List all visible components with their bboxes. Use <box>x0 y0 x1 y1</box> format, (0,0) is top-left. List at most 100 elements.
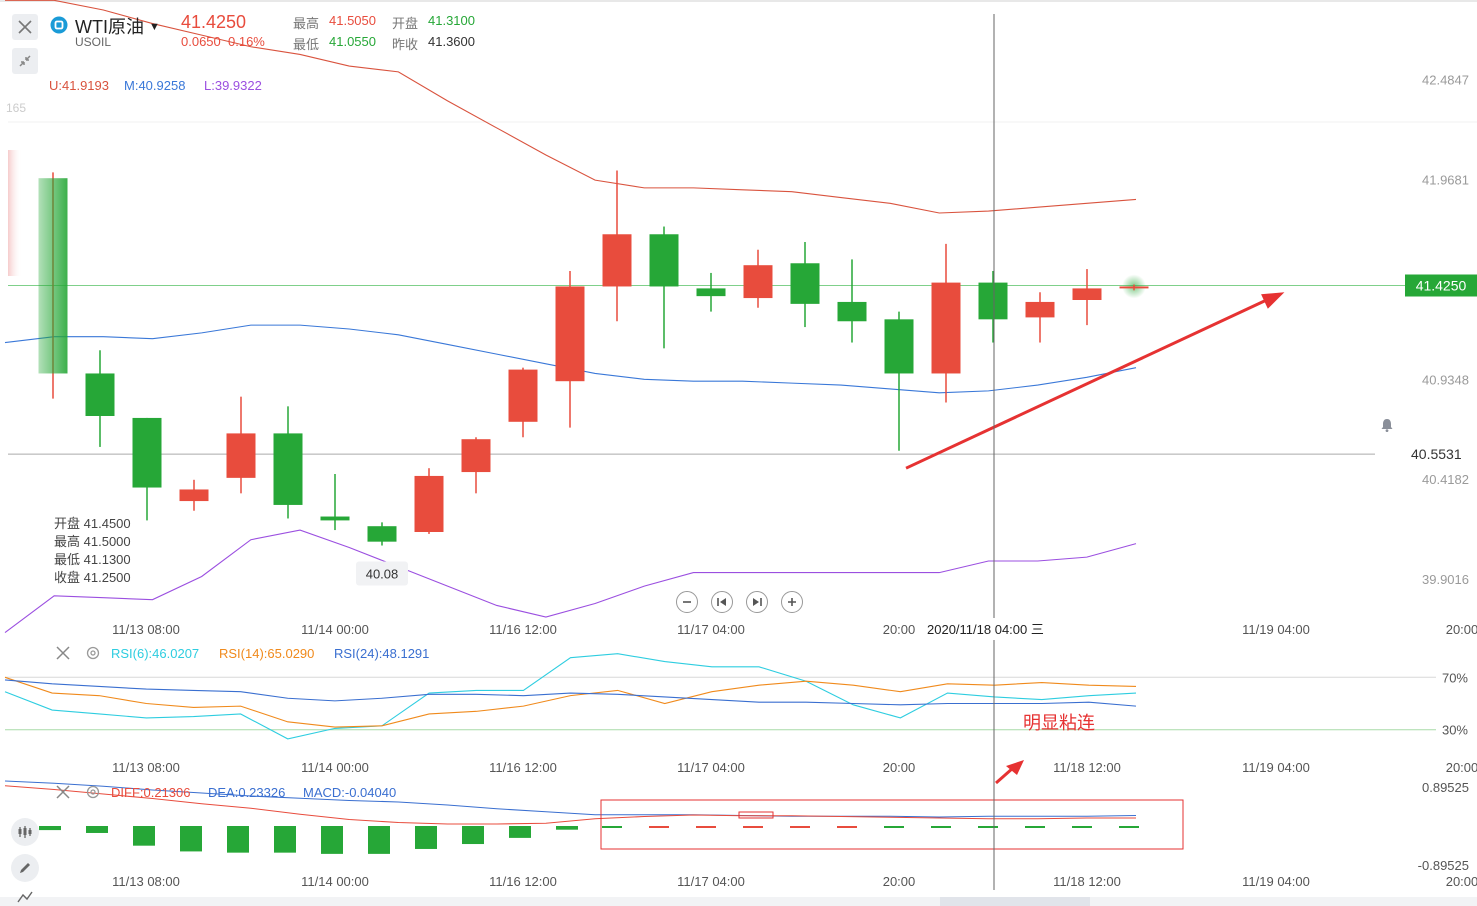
macd-bar <box>1072 826 1092 828</box>
macd-time-label: 11/17 04:00 <box>677 874 745 889</box>
candle-body <box>978 282 1008 320</box>
collapse-chart-button[interactable] <box>12 48 38 74</box>
rsi-time-label: 11/17 04:00 <box>677 760 745 775</box>
low-marker-bg <box>356 561 408 586</box>
trend-arrow-head <box>1261 292 1285 309</box>
indicator-tool-button[interactable] <box>11 818 39 846</box>
annotation-mini-box <box>738 811 774 819</box>
scroll-end-button[interactable] <box>746 591 768 613</box>
bottom-scrollbar[interactable] <box>0 897 1477 906</box>
candle-body <box>38 178 68 374</box>
macd-bar <box>556 826 578 830</box>
rsi-line-24 <box>4 679 1137 707</box>
ohlc-close: 收盘 41.2500 <box>54 570 131 585</box>
rsi-time-label: 11/13 08:00 <box>112 760 180 775</box>
ohlc-open: 开盘 41.4500 <box>54 516 131 531</box>
close-icon <box>56 646 70 660</box>
macd-axis-top: 0.89525 <box>1422 780 1469 795</box>
bell-icon <box>1381 419 1393 432</box>
macd-bar <box>509 826 531 838</box>
macd-time-label: 11/18 12:00 <box>1053 874 1121 889</box>
time-axis-label: 11/17 04:00 <box>677 622 745 637</box>
time-axis-label: 11/19 04:00 <box>1242 622 1310 637</box>
macd-bar <box>133 826 155 846</box>
scrollbar-thumb[interactable] <box>940 897 1090 906</box>
pencil-icon <box>20 863 30 873</box>
candle-body <box>1119 286 1149 289</box>
rsi6-legend: RSI(6):46.0207 <box>111 646 200 661</box>
candle-body <box>743 265 773 299</box>
line-tool-button[interactable] <box>11 888 39 906</box>
candle-body <box>649 234 679 287</box>
macd-bar <box>462 826 484 845</box>
price-change: 0.0650 0.16% <box>181 34 265 49</box>
candle-body <box>790 263 820 304</box>
macd-diff-line <box>4 780 1137 818</box>
rsi-time-label: 11/16 12:00 <box>489 760 557 775</box>
symbol-name[interactable]: WTI原油 ▼ <box>75 17 160 37</box>
time-axis-label: 11/14 00:00 <box>301 622 369 637</box>
price-alert-button[interactable] <box>1377 415 1397 435</box>
macd-bar <box>39 826 61 831</box>
macd-bar <box>415 826 437 849</box>
rsi-time-label: 11/18 12:00 <box>1053 760 1121 775</box>
last-price: 41.4250 <box>181 12 247 32</box>
macd-close-button[interactable] <box>54 783 72 801</box>
time-axis-label: 20:00 <box>883 622 916 637</box>
low-marker: 40.08 <box>366 567 399 582</box>
candle-body <box>320 516 350 521</box>
macd-time-label: 11/13 08:00 <box>112 874 180 889</box>
scroll-start-button[interactable] <box>711 591 733 613</box>
macd-time-label: 20:00 <box>1446 874 1477 889</box>
candle-body <box>273 433 303 505</box>
rsi-close-button[interactable] <box>54 644 72 662</box>
candle-body <box>1072 288 1102 300</box>
prev-close-value: 41.3600 <box>428 34 475 49</box>
ohlc-high: 最高 41.5000 <box>54 534 131 549</box>
macd-bar <box>602 826 622 828</box>
current-price-tag-bg <box>1405 274 1477 297</box>
rsi-line-6 <box>4 653 1137 740</box>
close-chart-button[interactable] <box>12 14 38 40</box>
skip-back-icon <box>717 598 726 606</box>
close-icon <box>18 20 32 34</box>
plus-icon <box>788 598 796 606</box>
rsi-line-14 <box>4 676 1137 728</box>
ohlc-low: 最低 41.1300 <box>54 552 131 567</box>
boll-mid-legend: M:40.9258 <box>124 78 186 93</box>
boll-lower-line <box>4 529 1137 633</box>
macd-bar <box>837 826 857 828</box>
macd-bar <box>978 826 998 828</box>
alert-price-tag: 40.5531 <box>1411 446 1462 462</box>
zoom-out-button[interactable] <box>676 591 698 613</box>
candle-body <box>931 282 961 374</box>
macd-bar <box>227 826 249 853</box>
zoom-in-button[interactable] <box>781 591 803 613</box>
time-axis-label: 11/16 12:00 <box>489 622 557 637</box>
rsi-time-label: 20:00 <box>1446 760 1477 775</box>
macd-bar <box>790 826 810 828</box>
shrink-icon <box>19 55 31 67</box>
draw-tool-button[interactable] <box>11 854 39 882</box>
macd-settings-button[interactable] <box>84 783 102 801</box>
rsi14-legend: RSI(14):65.0290 <box>219 646 315 661</box>
macd-diff-legend: DIFF:0.21306 <box>111 785 191 800</box>
symbol-logo <box>50 16 68 37</box>
rsi-time-label: 11/19 04:00 <box>1242 760 1310 775</box>
candle-body <box>367 526 397 542</box>
dropdown-icon[interactable]: ▼ <box>149 21 160 33</box>
rsi-time-label: 11/14 00:00 <box>301 760 369 775</box>
prev-close-label: 昨收 <box>392 37 419 52</box>
boll-upper-legend: U:41.9193 <box>49 78 109 93</box>
rsi-settings-button[interactable] <box>84 644 102 662</box>
rsi24-legend: RSI(24):48.1291 <box>334 646 430 661</box>
macd-bar <box>321 826 343 854</box>
coin-icon <box>50 16 68 34</box>
candle-body <box>1025 301 1055 318</box>
annotation-box <box>600 799 1184 850</box>
price-axis-label: 40.4182 <box>1422 472 1469 487</box>
macd-time-label: 11/16 12:00 <box>489 874 557 889</box>
trend-arrow-line <box>905 295 1274 470</box>
alert-price-tag-bg <box>1400 443 1477 466</box>
